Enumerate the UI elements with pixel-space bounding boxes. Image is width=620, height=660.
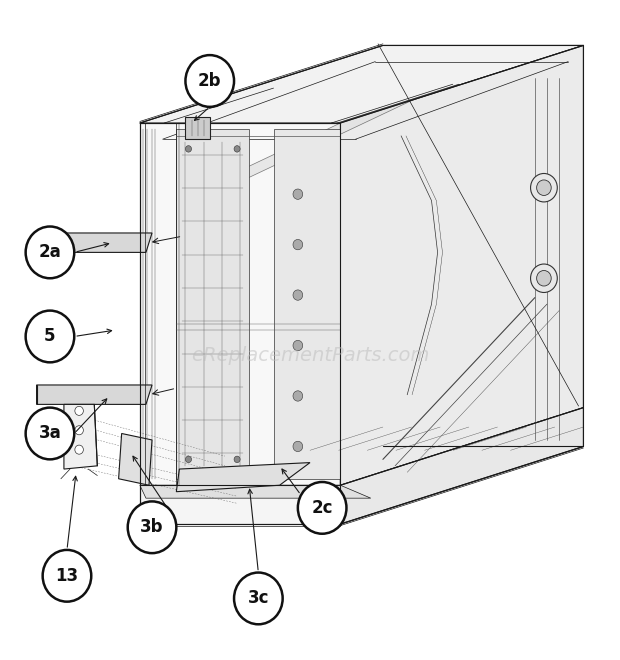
Circle shape — [25, 408, 74, 459]
Polygon shape — [340, 46, 583, 485]
Circle shape — [293, 240, 303, 249]
Circle shape — [185, 456, 192, 463]
Text: eReplacementParts.com: eReplacementParts.com — [191, 346, 429, 366]
Circle shape — [75, 445, 83, 454]
Circle shape — [298, 482, 347, 534]
Text: 3a: 3a — [38, 424, 61, 442]
Text: 2b: 2b — [198, 72, 221, 90]
Circle shape — [293, 290, 303, 300]
Polygon shape — [340, 408, 583, 524]
Polygon shape — [176, 129, 249, 478]
Text: 2a: 2a — [38, 244, 61, 261]
Polygon shape — [37, 385, 152, 405]
Circle shape — [75, 407, 83, 415]
Text: 3c: 3c — [247, 589, 269, 607]
Circle shape — [43, 550, 91, 602]
Polygon shape — [140, 485, 340, 524]
Circle shape — [293, 189, 303, 199]
Polygon shape — [140, 123, 340, 485]
Polygon shape — [140, 46, 583, 123]
Circle shape — [234, 572, 283, 624]
Circle shape — [185, 146, 192, 152]
Circle shape — [234, 456, 240, 463]
Polygon shape — [37, 233, 152, 252]
Polygon shape — [140, 485, 371, 498]
Circle shape — [25, 311, 74, 362]
Text: 3b: 3b — [140, 518, 164, 537]
Text: 5: 5 — [44, 327, 56, 345]
Polygon shape — [176, 463, 310, 492]
Circle shape — [185, 55, 234, 107]
Circle shape — [293, 341, 303, 350]
Circle shape — [531, 174, 557, 202]
Circle shape — [234, 146, 240, 152]
Circle shape — [293, 391, 303, 401]
Circle shape — [25, 226, 74, 279]
Circle shape — [75, 426, 83, 435]
Circle shape — [293, 442, 303, 451]
Polygon shape — [118, 434, 152, 485]
Circle shape — [537, 180, 551, 195]
Circle shape — [128, 502, 176, 553]
Circle shape — [537, 271, 551, 286]
Polygon shape — [185, 117, 210, 139]
Polygon shape — [176, 100, 414, 201]
Polygon shape — [140, 446, 583, 524]
Text: 13: 13 — [55, 567, 79, 585]
Circle shape — [531, 264, 557, 292]
Polygon shape — [273, 129, 340, 478]
Text: 2c: 2c — [311, 499, 333, 517]
Polygon shape — [64, 405, 97, 469]
